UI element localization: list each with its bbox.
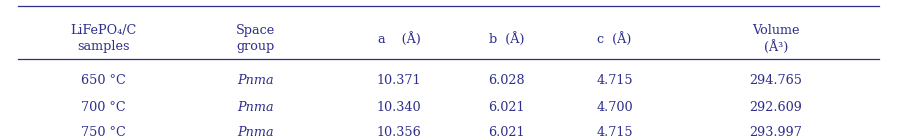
Text: Pnma: Pnma [238,126,274,138]
Text: 10.356: 10.356 [377,126,422,138]
Text: 6.028: 6.028 [489,74,525,87]
Text: 4.715: 4.715 [597,74,632,87]
Text: 650 °C: 650 °C [81,74,126,87]
Text: 10.371: 10.371 [377,74,422,87]
Text: Pnma: Pnma [238,101,274,114]
Text: b  (Å): b (Å) [489,32,525,46]
Text: 292.609: 292.609 [750,101,802,114]
Text: c  (Å): c (Å) [597,32,631,46]
Text: 10.340: 10.340 [377,101,422,114]
Text: 6.021: 6.021 [489,101,525,114]
Text: 294.765: 294.765 [749,74,803,87]
Text: a    (Å): a (Å) [378,32,421,46]
Text: LiFePO₄/C
samples: LiFePO₄/C samples [70,24,136,53]
Text: 4.700: 4.700 [597,101,632,114]
Text: 6.021: 6.021 [489,126,525,138]
Text: 293.997: 293.997 [750,126,802,138]
Text: 750 °C: 750 °C [81,126,126,138]
Text: 700 °C: 700 °C [81,101,126,114]
Text: 4.715: 4.715 [597,126,632,138]
Text: Pnma: Pnma [238,74,274,87]
Text: Space
group: Space group [236,24,275,53]
Text: Volume
(Å³): Volume (Å³) [753,24,799,54]
